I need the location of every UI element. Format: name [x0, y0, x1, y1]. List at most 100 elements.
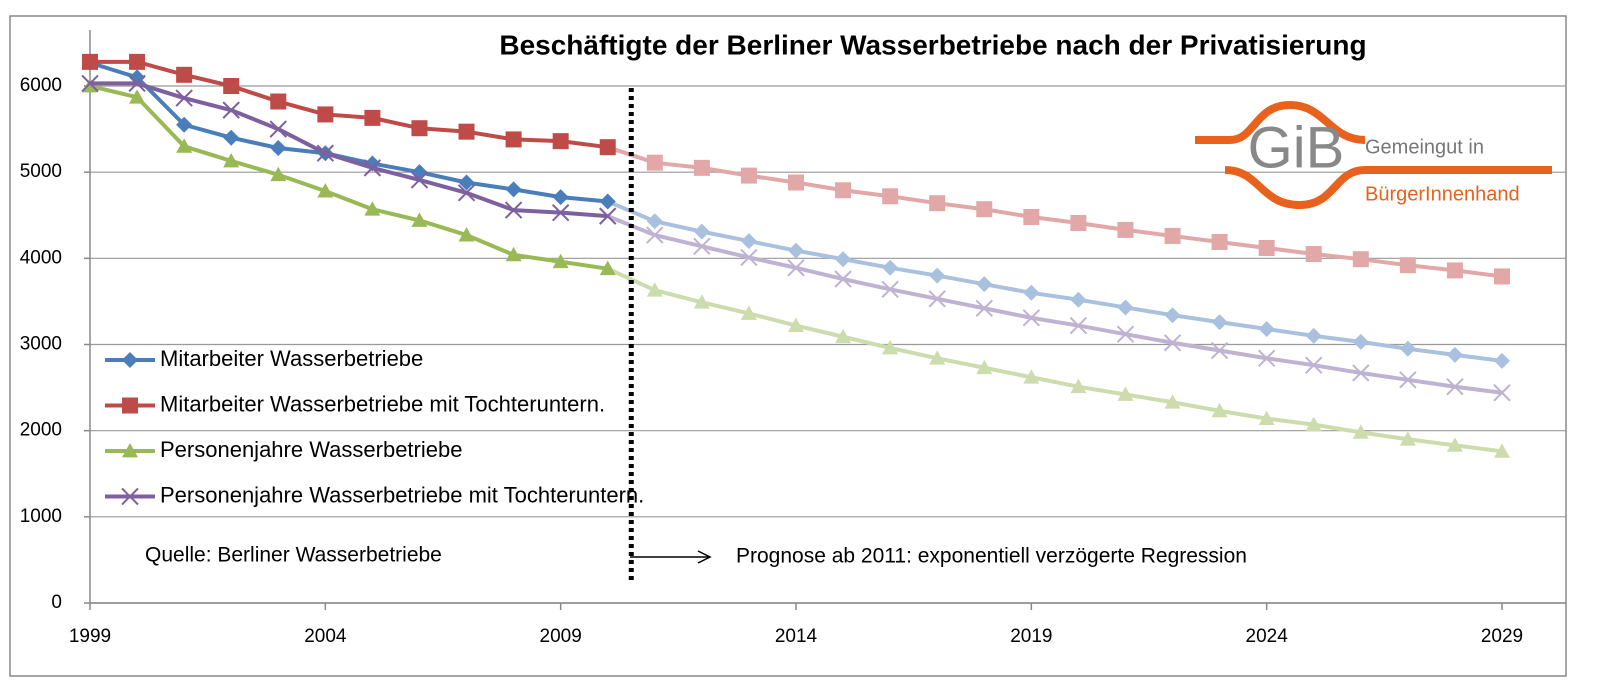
marker: [552, 189, 569, 206]
marker: [1023, 208, 1040, 225]
marker: [122, 397, 138, 414]
marker: [1164, 227, 1181, 244]
marker: [1211, 233, 1228, 250]
marker: [1399, 371, 1417, 389]
marker: [834, 270, 852, 288]
marker: [1305, 327, 1322, 344]
logo-curve: [1195, 100, 1366, 144]
marker: [599, 207, 617, 225]
marker: [1164, 394, 1181, 409]
marker: [122, 443, 138, 458]
marker: [128, 74, 146, 93]
source-note: Quelle: Berliner Wasserbetriebe: [145, 544, 442, 567]
legend-label: Mitarbeiter Wasserbetriebe: [160, 346, 423, 371]
marker: [929, 267, 946, 284]
marker: [411, 212, 428, 227]
marker: [223, 129, 240, 146]
marker: [929, 350, 946, 365]
marker: [364, 109, 381, 126]
marker: [1258, 410, 1275, 426]
marker: [1164, 307, 1181, 324]
marker: [929, 195, 946, 212]
x-tick-label: 2024: [1246, 626, 1289, 647]
marker: [599, 260, 616, 276]
marker: [505, 246, 522, 262]
marker: [270, 140, 287, 157]
marker: [1399, 340, 1416, 357]
marker: [1069, 316, 1088, 335]
marker: [551, 203, 570, 222]
marker: [1352, 333, 1369, 350]
marker: [835, 328, 852, 344]
marker: [317, 106, 334, 123]
marker: [976, 201, 993, 218]
series-line: [90, 81, 608, 219]
marker: [599, 193, 616, 210]
marker: [1117, 386, 1134, 401]
marker: [270, 93, 287, 110]
arrow-head: [697, 550, 712, 564]
series-line: [89, 60, 608, 204]
marker: [740, 167, 757, 184]
marker: [1210, 341, 1229, 360]
y-tick-label: 3000: [20, 334, 62, 355]
marker: [552, 253, 569, 269]
marker: [1493, 384, 1511, 402]
marker: [504, 201, 523, 219]
marker: [122, 352, 138, 368]
marker: [1399, 431, 1416, 446]
marker: [1116, 325, 1135, 343]
marker: [788, 174, 804, 191]
marker: [1211, 402, 1228, 418]
marker: [364, 201, 381, 216]
lines: [81, 53, 1511, 458]
marker: [693, 223, 710, 240]
x-tick-label: 2019: [1010, 626, 1052, 647]
marker: [881, 280, 899, 299]
forecast-line: [606, 199, 1503, 363]
marker: [788, 242, 804, 259]
marker: [1258, 239, 1275, 256]
marker: [693, 159, 710, 176]
marker: [1494, 443, 1510, 458]
legend: Mitarbeiter Wasserbetriebe Mitarbeiter Wa…: [105, 346, 644, 507]
marker: [552, 133, 569, 150]
x-tick-label: 2004: [304, 626, 347, 647]
marker: [457, 184, 476, 202]
marker: [81, 74, 99, 93]
marker: [1446, 262, 1463, 279]
marker: [129, 69, 146, 86]
marker: [317, 183, 334, 198]
marker: [1446, 437, 1463, 452]
legend-label: Personenjahre Wasserbetriebe mit Tochter…: [160, 482, 644, 507]
forecast-line: [606, 266, 1503, 454]
marker: [882, 339, 899, 355]
marker: [410, 171, 429, 189]
marker: [176, 66, 193, 83]
marker: [1117, 299, 1134, 316]
marker: [1117, 221, 1134, 238]
marker: [129, 53, 146, 70]
marker: [740, 248, 758, 267]
marker: [599, 139, 616, 156]
marker: [1023, 369, 1040, 384]
marker: [1211, 314, 1228, 331]
legend-label: Mitarbeiter Wasserbetriebe mit Tochterun…: [160, 391, 605, 416]
marker: [1399, 257, 1416, 274]
marker: [505, 181, 522, 198]
marker: [882, 259, 899, 276]
x-tick-label: 2009: [540, 626, 582, 647]
logo-line2: BürgerInnenhand: [1365, 183, 1520, 205]
marker: [1446, 378, 1464, 396]
marker: [1352, 251, 1369, 268]
marker: [121, 487, 139, 506]
marker: [646, 213, 663, 230]
marker: [82, 53, 98, 70]
marker: [223, 78, 240, 94]
marker: [976, 276, 993, 293]
marker: [1258, 320, 1275, 337]
marker: [646, 282, 663, 297]
marker: [740, 305, 757, 320]
marker: [222, 101, 240, 119]
y-tick-label: 5000: [20, 161, 62, 182]
